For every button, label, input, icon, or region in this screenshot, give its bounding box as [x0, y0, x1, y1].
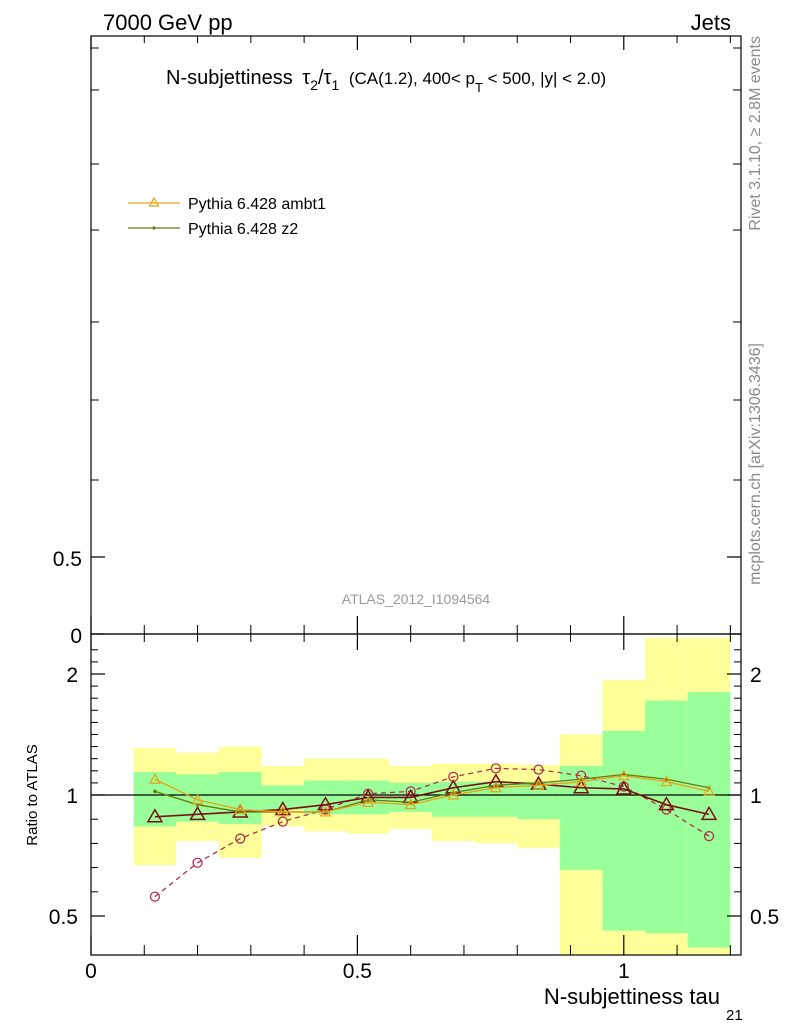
xtick-label-2: 1: [618, 960, 630, 983]
series-2-point-1: [189, 805, 206, 821]
series-layer: [146, 763, 718, 902]
band-inner-3: [261, 785, 305, 810]
title-details-end: < 500, |y| < 2.0): [483, 69, 606, 88]
band-inner-9: [517, 781, 560, 820]
title-prefix: N-subjettiness: [166, 67, 293, 89]
series-3-point-1: [192, 857, 203, 868]
series-2-point-3: [274, 801, 292, 816]
title-sub2: 2: [310, 77, 318, 93]
ratio-ytick-label-left-1: 1: [66, 785, 78, 808]
x-ticks: [90, 36, 731, 955]
uncertainty-bands: [133, 637, 731, 955]
watermark: ATLAS_2012_I1094564: [342, 591, 491, 607]
legend-marker-z2: [152, 226, 156, 230]
ratio-ytick-label-right-1: 1: [750, 785, 762, 808]
ratio-ytick-label-right-0: 0.5: [750, 906, 779, 929]
series-2-point-4: [317, 796, 334, 811]
ratio-ylabel: Ratio to ATLAS: [24, 744, 41, 845]
series-0-point-13: [703, 785, 716, 796]
series-1-point-0: [153, 789, 157, 794]
series-3-point-9: [533, 764, 544, 775]
title-sub-T: T: [475, 80, 483, 95]
legend-marker-ambt1: [148, 196, 160, 207]
legend-label-ambt1: Pythia 6.428 ambt1: [188, 196, 326, 213]
xtick-label-1: 0.5: [343, 960, 372, 983]
title-details: (CA(1.2), 400< p: [349, 69, 475, 88]
series-3-point-13: [703, 830, 715, 842]
xtick-label-0: 0: [85, 960, 97, 983]
main-y-ticks: [91, 47, 741, 635]
series-2-point-10: [572, 779, 590, 794]
ratio-y-tick-labels: 0.5 0.5 1 1 2 2: [49, 664, 779, 929]
series-2-point-11: [615, 780, 633, 795]
ratio-ytick-label-left-2: 2: [66, 664, 78, 687]
series-0-point-4: [319, 805, 332, 817]
series-1-point-2: [238, 810, 242, 814]
title-tau1: τ: [324, 67, 332, 89]
series-3-point-3: [277, 816, 288, 827]
band-inner-12: [645, 700, 688, 934]
main-panel-frame: [90, 35, 742, 635]
main-ytick-label-0: 0: [70, 625, 82, 648]
series-0-point-5: [362, 796, 375, 807]
band-inner-2: [218, 772, 262, 825]
header-right: Jets: [691, 10, 731, 35]
series-3-point-2: [235, 833, 246, 844]
series-2-point-13: [700, 805, 718, 821]
x-axis-label: N-subjettiness tau: [544, 984, 720, 1009]
series-0-point-1: [191, 793, 204, 805]
chart-title: N-subjettiness τ2/τ1 (CA(1.2), 400< pT <…: [166, 67, 606, 95]
series-3-point-6: [405, 786, 416, 797]
series-0-point-2: [234, 803, 247, 815]
series-0-point-3: [276, 805, 289, 817]
x-axis-label-sub: 21: [726, 1007, 743, 1024]
ratio-panel: 0.5 0.5 1 1 2 2 Ratio to ATLAS: [24, 633, 779, 956]
series-0-point-10: [575, 775, 588, 787]
band-inner-11: [602, 730, 646, 931]
series-3-point-0: [149, 891, 161, 902]
ratio-ytick-label-right-2: 2: [750, 664, 762, 687]
series-line-1: [154, 773, 710, 813]
x-tick-labels: 0 0.5 1: [85, 960, 629, 983]
main-panel: 0.5 0: [53, 35, 742, 648]
series-0-point-11: [617, 769, 630, 781]
series-0-point-0: [148, 773, 161, 784]
series-3-point-8: [490, 763, 502, 774]
series-0-point-12: [660, 775, 673, 787]
ratio-ytick-label-left-0: 0.5: [49, 906, 78, 929]
legend-label-z2: Pythia 6.428 z2: [188, 221, 298, 238]
rivet-label: Rivet 3.1.10, ≥ 2.8M events: [747, 36, 764, 231]
header-left: 7000 GeV pp: [103, 10, 233, 35]
mcplots-label: mcplots.cern.ch [arXiv:1306.3436]: [747, 343, 764, 585]
title-tau2: τ: [302, 67, 310, 89]
title-sub1: 1: [331, 77, 339, 93]
series-0-point-7: [447, 788, 460, 800]
series-0-point-6: [404, 798, 417, 810]
series-0-point-8: [489, 781, 502, 793]
series-2-point-12: [658, 796, 675, 811]
series-0-point-9: [532, 779, 545, 790]
legend: Pythia 6.428 ambt1 Pythia 6.428 z2: [128, 196, 326, 238]
series-2-point-0: [146, 808, 164, 823]
series-line-0: [154, 774, 710, 813]
x-axis: 0 0.5 1 N-subjettiness tau 21: [85, 36, 743, 1024]
band-inner-0: [133, 772, 177, 827]
series-line-3: [154, 767, 710, 898]
ratio-y-ticks: [91, 649, 741, 917]
main-ytick-label-0.5: 0.5: [53, 548, 82, 571]
title-slash: /: [318, 67, 324, 89]
